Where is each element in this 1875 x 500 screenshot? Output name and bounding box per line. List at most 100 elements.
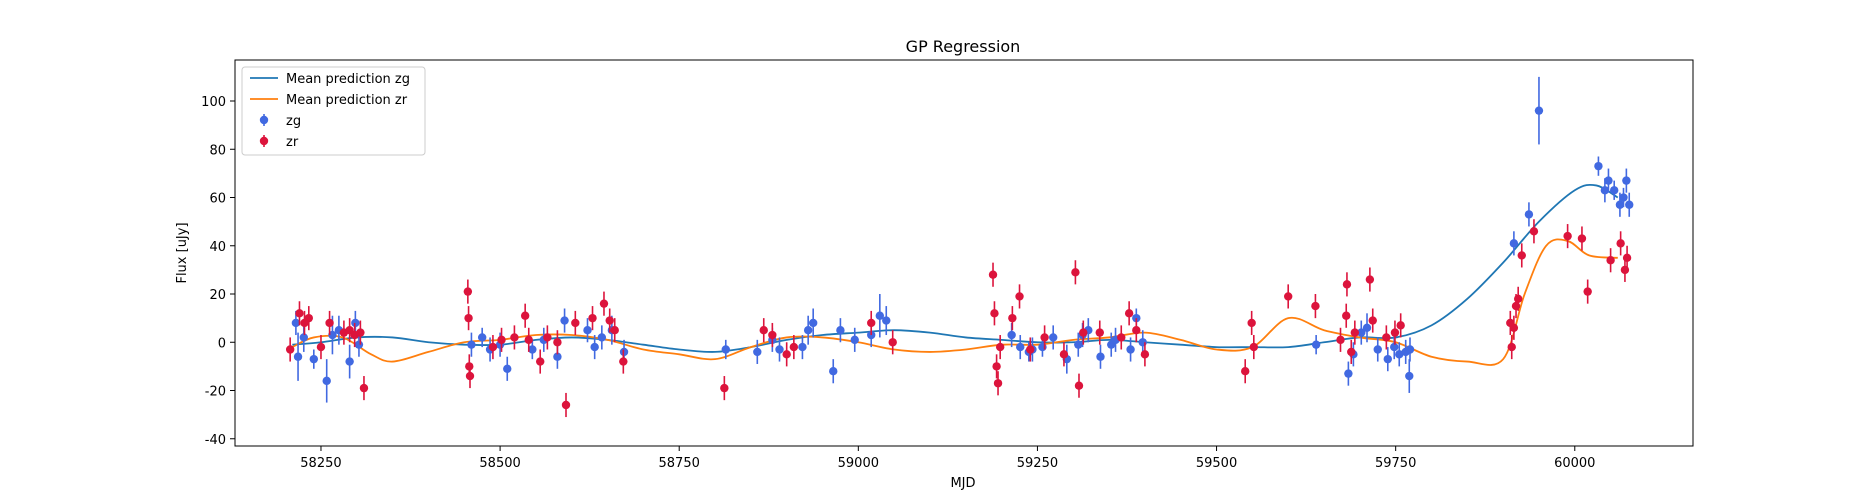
data-point [497, 335, 506, 345]
data-point [356, 328, 365, 337]
data-point [1040, 333, 1049, 342]
data-point [1594, 161, 1603, 171]
data-point [528, 345, 537, 354]
data-point [536, 357, 545, 366]
data-point [1368, 316, 1377, 325]
data-point [782, 350, 791, 359]
data-point [488, 342, 498, 352]
data-point [1405, 345, 1415, 354]
data-point [1563, 231, 1572, 241]
data-point [1048, 333, 1058, 342]
data-point [850, 335, 859, 345]
data-point [988, 270, 998, 279]
data-point [1311, 340, 1321, 349]
data-point [1096, 352, 1105, 361]
y-tick-label: 80 [209, 143, 226, 158]
legend-label: Mean prediction zg [286, 72, 410, 87]
data-point [867, 318, 876, 328]
x-tick-label: 59250 [1017, 456, 1058, 471]
data-point [351, 318, 360, 328]
data-point [1615, 200, 1625, 209]
data-point [1622, 176, 1631, 185]
data-point [561, 400, 571, 410]
data-point [1016, 342, 1025, 352]
data-point [1095, 328, 1104, 337]
data-point [1071, 268, 1080, 277]
data-point [836, 326, 845, 335]
data-point [1577, 234, 1587, 243]
data-point [1373, 345, 1382, 354]
data-point [829, 367, 838, 376]
data-point [599, 299, 609, 308]
data-point [1524, 210, 1534, 219]
data-point [1616, 239, 1625, 248]
data-point [1126, 345, 1135, 354]
data-point [808, 318, 818, 328]
legend-label: zr [286, 135, 299, 150]
data-point [990, 309, 999, 318]
data-point [299, 333, 308, 342]
legend-marker-swatch [259, 136, 269, 146]
data-point [798, 342, 807, 352]
data-point [1600, 186, 1610, 195]
x-tick-label: 59000 [838, 456, 879, 471]
data-point [354, 340, 364, 349]
data-point [1383, 354, 1392, 364]
x-tick-label: 59500 [1196, 456, 1237, 471]
data-point [1396, 321, 1405, 330]
data-point [1534, 106, 1544, 115]
legend-label: zg [286, 114, 301, 129]
plot-area [285, 76, 1634, 418]
data-point [789, 342, 799, 352]
data-point [1357, 328, 1366, 337]
data-point [571, 318, 580, 328]
data-point [1517, 251, 1526, 260]
data-point [590, 342, 599, 352]
y-tick-label: 20 [209, 288, 226, 303]
data-point [1583, 287, 1592, 296]
data-point [463, 287, 473, 296]
data-point [345, 357, 354, 366]
data-point [888, 338, 897, 347]
data-point [803, 326, 813, 335]
data-point [1529, 227, 1539, 236]
data-point [1390, 328, 1400, 337]
y-tick-label: -20 [205, 385, 226, 400]
data-point [721, 345, 730, 354]
data-point [524, 335, 533, 345]
data-point [477, 333, 487, 342]
data-point [759, 326, 768, 335]
data-point [316, 342, 326, 352]
data-point [285, 345, 295, 354]
data-point [597, 333, 607, 342]
data-point [1350, 328, 1360, 337]
x-tick-label: 58250 [300, 456, 341, 471]
data-point [1513, 294, 1523, 304]
data-point [753, 347, 762, 357]
legend-box [241, 66, 426, 156]
data-point [1609, 186, 1619, 195]
y-tick-label: 0 [218, 336, 226, 351]
chart-title: GP Regression [906, 37, 1021, 56]
data-point [1342, 311, 1351, 320]
data-point [1509, 239, 1519, 248]
data-point [1365, 275, 1375, 284]
x-axis-label: MJD [950, 476, 975, 491]
data-point [1247, 318, 1256, 328]
data-point [464, 313, 473, 323]
data-point [1405, 371, 1414, 381]
legend: Mean prediction zg Mean prediction zr zg zr [241, 66, 426, 156]
data-point [1622, 253, 1632, 263]
data-point [1362, 323, 1372, 332]
data-point [1336, 335, 1345, 345]
data-point [992, 362, 1001, 371]
data-point [1311, 301, 1320, 311]
data-point [1604, 176, 1613, 185]
data-point [520, 311, 530, 320]
data-point [995, 342, 1005, 352]
data-point [1507, 342, 1516, 352]
data-point [1606, 256, 1615, 265]
y-tick-label: 100 [201, 95, 226, 110]
y-axis-label: Flux [uJy] [175, 222, 190, 283]
